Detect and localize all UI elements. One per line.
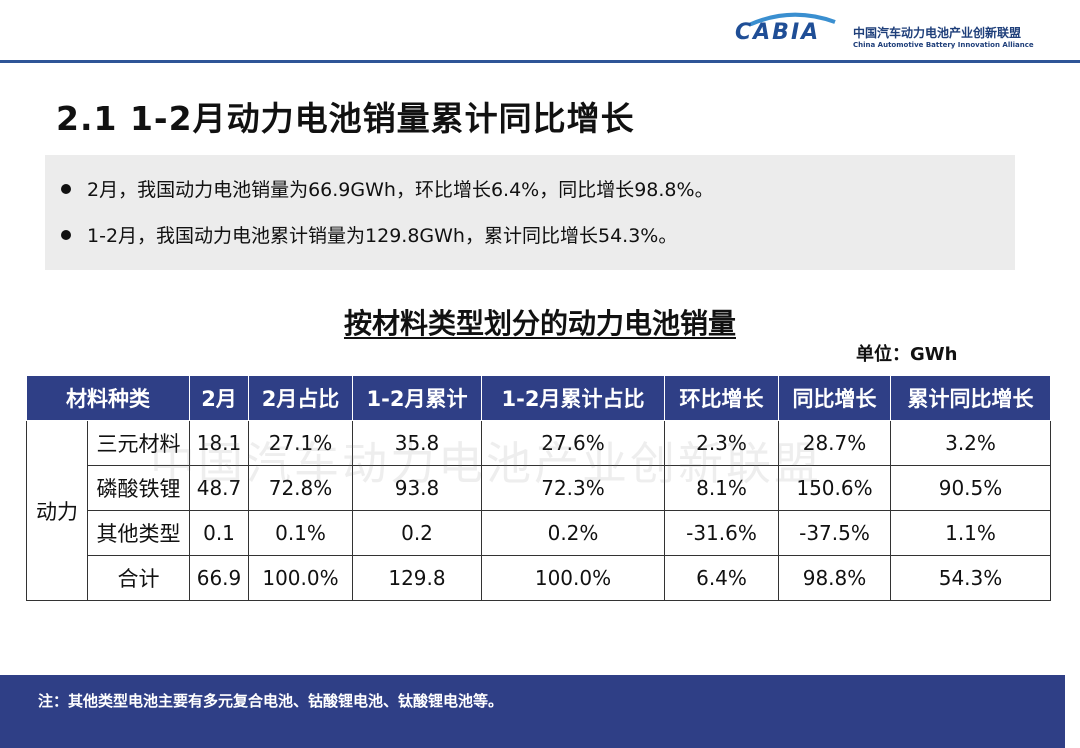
table-cell: 18.1 — [189, 420, 249, 466]
table-cell: 72.8% — [248, 465, 353, 511]
cabia-logo: CABIA 中国汽车动力电池产业创新联盟 China Automotive Ba… — [735, 12, 1065, 54]
table-cell: 6.4% — [664, 555, 779, 601]
table-cell: 98.8% — [778, 555, 891, 601]
table-cell: -31.6% — [664, 510, 779, 556]
table-cell: 1.1% — [890, 510, 1051, 556]
table-cell: 3.2% — [890, 420, 1051, 466]
column-header: 1-2月累计 — [352, 375, 482, 421]
table-cell: 100.0% — [248, 555, 353, 601]
summary-text: 2月，我国动力电池销量为66.9GWh，环比增长6.4%，同比增长98.8%。 — [87, 179, 714, 201]
summary-bullet: 2月，我国动力电池销量为66.9GWh，环比增长6.4%，同比增长98.8%。 — [61, 175, 714, 202]
table-cell: 27.1% — [248, 420, 353, 466]
column-header: 材料种类 — [26, 375, 190, 421]
org-name-cn: 中国汽车动力电池产业创新联盟 — [853, 26, 1022, 40]
table-cell: 0.2% — [481, 510, 665, 556]
table-cell: 150.6% — [778, 465, 891, 511]
summary-bullet: 1-2月，我国动力电池累计销量为129.8GWh，累计同比增长54.3%。 — [61, 221, 677, 248]
header-divider — [0, 60, 1080, 63]
footer-bar: 注：其他类型电池主要有多元复合电池、钴酸锂电池、钛酸锂电池等。 — [0, 675, 1065, 748]
table-row: 其他类型 0.1 0.1% 0.2 0.2% -31.6% -37.5% 1.1… — [27, 510, 1051, 556]
summary-box: 2月，我国动力电池销量为66.9GWh，环比增长6.4%，同比增长98.8%。 … — [45, 155, 1015, 270]
battery-sales-table: 材料种类 2月 2月占比 1-2月累计 1-2月累计占比 环比增长 同比增长 累… — [26, 375, 1051, 601]
column-header: 2月 — [189, 375, 249, 421]
column-header: 环比增长 — [664, 375, 779, 421]
table-row: 磷酸铁锂 48.7 72.8% 93.8 72.3% 8.1% 150.6% 9… — [27, 465, 1051, 511]
table-cell: 2.3% — [664, 420, 779, 466]
column-header: 累计同比增长 — [890, 375, 1051, 421]
row-label: 磷酸铁锂 — [87, 465, 190, 511]
unit-label: 单位：GWh — [856, 344, 958, 365]
bullet-dot-icon — [61, 229, 71, 240]
bullet-dot-icon — [61, 183, 71, 194]
group-label: 动力 — [26, 420, 88, 601]
summary-text: 1-2月，我国动力电池累计销量为129.8GWh，累计同比增长54.3%。 — [87, 225, 678, 247]
table-cell: 27.6% — [481, 420, 665, 466]
column-header: 同比增长 — [778, 375, 891, 421]
table-header-row: 材料种类 2月 2月占比 1-2月累计 1-2月累计占比 环比增长 同比增长 累… — [26, 375, 1051, 421]
table-cell: 100.0% — [481, 555, 665, 601]
row-label: 合计 — [87, 555, 190, 601]
page-title: 2.1 1-2月动力电池销量累计同比增长 — [56, 99, 635, 138]
table-cell: 72.3% — [481, 465, 665, 511]
row-label: 三元材料 — [87, 420, 190, 466]
header-bar: CABIA 中国汽车动力电池产业创新联盟 China Automotive Ba… — [0, 0, 1080, 62]
table-cell: 54.3% — [890, 555, 1051, 601]
logo-mark: CABIA — [735, 20, 821, 45]
table-cell: 28.7% — [778, 420, 891, 466]
table-cell: 8.1% — [664, 465, 779, 511]
table-cell: 0.1% — [248, 510, 353, 556]
column-header: 2月占比 — [248, 375, 353, 421]
table-cell: 0.2 — [352, 510, 482, 556]
footer-note: 注：其他类型电池主要有多元复合电池、钴酸锂电池、钛酸锂电池等。 — [38, 692, 504, 710]
table-cell: 35.8 — [352, 420, 482, 466]
org-name-en: China Automotive Battery Innovation Alli… — [853, 41, 1034, 49]
table-row-total: 合计 66.9 100.0% 129.8 100.0% 6.4% 98.8% 5… — [27, 555, 1051, 601]
table-title: 按材料类型划分的动力电池销量 — [343, 307, 736, 340]
table-cell: 129.8 — [352, 555, 482, 601]
table-cell: -37.5% — [778, 510, 891, 556]
table-row: 动力 三元材料 18.1 27.1% 35.8 27.6% 2.3% 28.7%… — [26, 420, 1051, 601]
row-label: 其他类型 — [87, 510, 190, 556]
table-cell: 66.9 — [189, 555, 249, 601]
logo-arc-icon — [748, 12, 836, 26]
column-header: 1-2月累计占比 — [481, 375, 665, 421]
table-cell: 0.1 — [189, 510, 249, 556]
table-cell: 93.8 — [352, 465, 482, 511]
table-cell: 48.7 — [189, 465, 249, 511]
table-cell: 90.5% — [890, 465, 1051, 511]
